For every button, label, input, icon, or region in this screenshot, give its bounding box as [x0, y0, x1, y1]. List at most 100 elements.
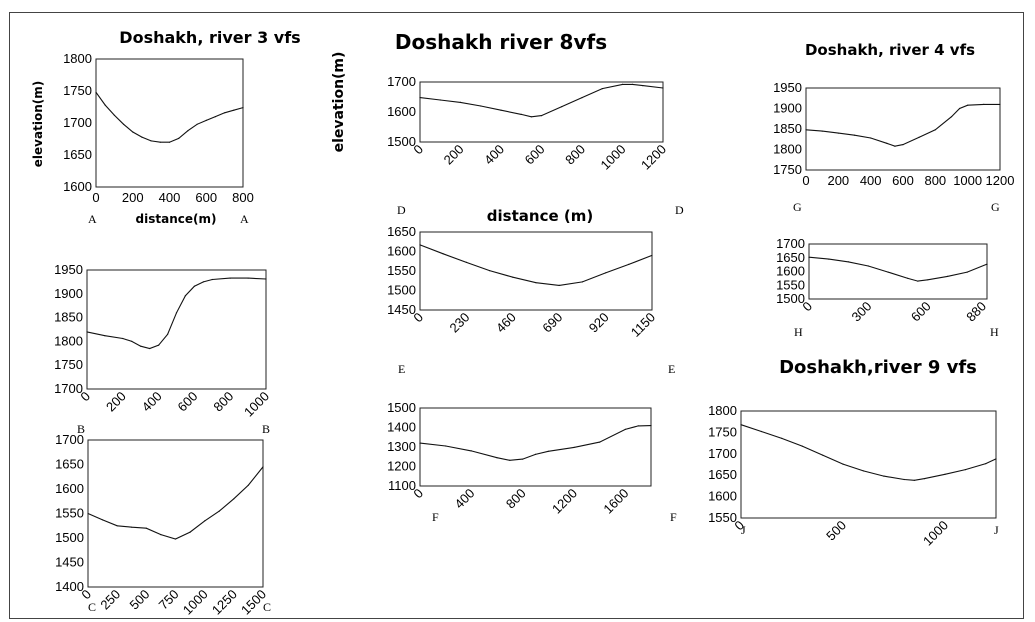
y-tick-label: 1500 — [387, 134, 416, 149]
data-point — [174, 538, 177, 540]
data-point — [193, 285, 195, 287]
data-point — [141, 136, 143, 138]
data-point — [867, 265, 869, 267]
data-point — [624, 428, 626, 430]
data-point — [442, 253, 444, 255]
plot-area — [419, 231, 653, 311]
y-tick-label: 1600 — [63, 179, 92, 194]
data-point — [465, 261, 467, 263]
data-point — [740, 424, 742, 426]
data-point — [950, 116, 953, 118]
y-tick-label: 1700 — [387, 74, 416, 89]
data-point — [573, 446, 575, 448]
y-tick-label: 1500 — [387, 400, 416, 415]
data-point — [87, 512, 89, 515]
data-point — [122, 337, 124, 340]
data-point — [959, 107, 961, 110]
chart-title: Doshakh,river 9 vfs — [779, 357, 977, 378]
data-point — [621, 83, 624, 85]
data-point — [168, 141, 171, 143]
data-point — [918, 136, 920, 138]
corner-label-right: C — [263, 600, 271, 614]
y-tick-label: 1850 — [54, 310, 83, 325]
corner-label-left: D — [397, 203, 406, 217]
y-tick-label: 1750 — [708, 424, 737, 439]
x-axis-label: distance (m) — [487, 207, 593, 225]
data-point — [581, 97, 583, 99]
y-tick-label: 1550 — [387, 263, 416, 278]
data-point — [995, 458, 997, 460]
y-tick-label: 1400 — [55, 579, 84, 594]
data-point — [214, 116, 216, 118]
data-point — [480, 105, 482, 107]
data-point — [821, 130, 823, 132]
data-point — [145, 527, 147, 529]
y-tick-label: 1650 — [387, 224, 416, 239]
data-point — [150, 140, 152, 142]
y-tick-label: 1800 — [708, 403, 737, 418]
corner-label-left: F — [432, 510, 439, 524]
corner-label-right: E — [668, 362, 675, 376]
chart-river-4-vfs-profile-g: Doshakh, river 4 vfs G G 1950 1900 1850 180… — [773, 41, 1014, 214]
data-point — [131, 340, 133, 342]
plot-area — [419, 407, 652, 487]
data-point — [445, 445, 447, 447]
corner-label-left: G — [793, 200, 802, 214]
plot-area — [808, 243, 988, 300]
corner-label-left: B — [77, 422, 85, 436]
y-tick-label: 1600 — [776, 264, 805, 279]
y-tick-label: 1600 — [708, 489, 737, 504]
y-tick-label: 1550 — [55, 506, 84, 521]
data-point — [512, 276, 514, 278]
data-point — [102, 519, 104, 521]
corner-label-right: F — [670, 510, 677, 524]
y-tick-label: 1950 — [773, 80, 802, 95]
y-tick-label: 1650 — [776, 250, 805, 265]
x-tick-label: 600 — [195, 190, 217, 205]
y-tick-label: 1600 — [55, 481, 84, 496]
corner-label-left: J — [741, 523, 746, 537]
data-point — [534, 453, 537, 455]
data-point — [650, 425, 652, 427]
y-tick-label: 1650 — [63, 147, 92, 162]
y-tick-label: 1900 — [773, 101, 802, 116]
chart-title: Doshakh, river 3 vfs — [119, 28, 300, 47]
corner-label-left: H — [794, 325, 803, 339]
x-tick-label: 400 — [860, 173, 882, 188]
data-point — [964, 469, 967, 471]
y-tick-label: 1600 — [387, 244, 416, 259]
y-tick-label: 1200 — [387, 459, 416, 474]
chart-title: Doshakh, river 4 vfs — [805, 41, 975, 59]
data-point — [917, 280, 919, 282]
y-tick-label: 1750 — [773, 162, 802, 177]
data-point — [211, 278, 213, 281]
data-point — [760, 430, 763, 433]
data-point — [189, 531, 191, 533]
data-point — [530, 116, 533, 118]
data-point — [547, 450, 549, 452]
chart-title: Doshakh river 8vfs — [395, 30, 607, 54]
plot-area — [87, 439, 264, 588]
x-tick-label: 1000 — [953, 173, 982, 188]
data-point — [837, 132, 839, 134]
data-point — [894, 145, 896, 147]
data-point — [104, 335, 106, 337]
x-axis-label: distance(m) — [136, 212, 217, 226]
y-tick-label: 1850 — [773, 121, 802, 136]
data-point — [419, 442, 421, 444]
data-point — [113, 114, 115, 116]
data-point — [178, 137, 180, 139]
y-axis-label: elevation(m) — [31, 81, 45, 167]
data-point — [159, 141, 161, 143]
y-tick-label: 1700 — [55, 432, 84, 447]
data-point — [205, 119, 207, 121]
data-point — [509, 459, 511, 461]
data-point — [822, 454, 824, 456]
data-point — [662, 87, 664, 89]
y-tick-label: 1550 — [708, 510, 737, 525]
data-point — [558, 284, 560, 286]
y-tick-label: 1300 — [387, 439, 416, 454]
data-point — [95, 91, 97, 93]
